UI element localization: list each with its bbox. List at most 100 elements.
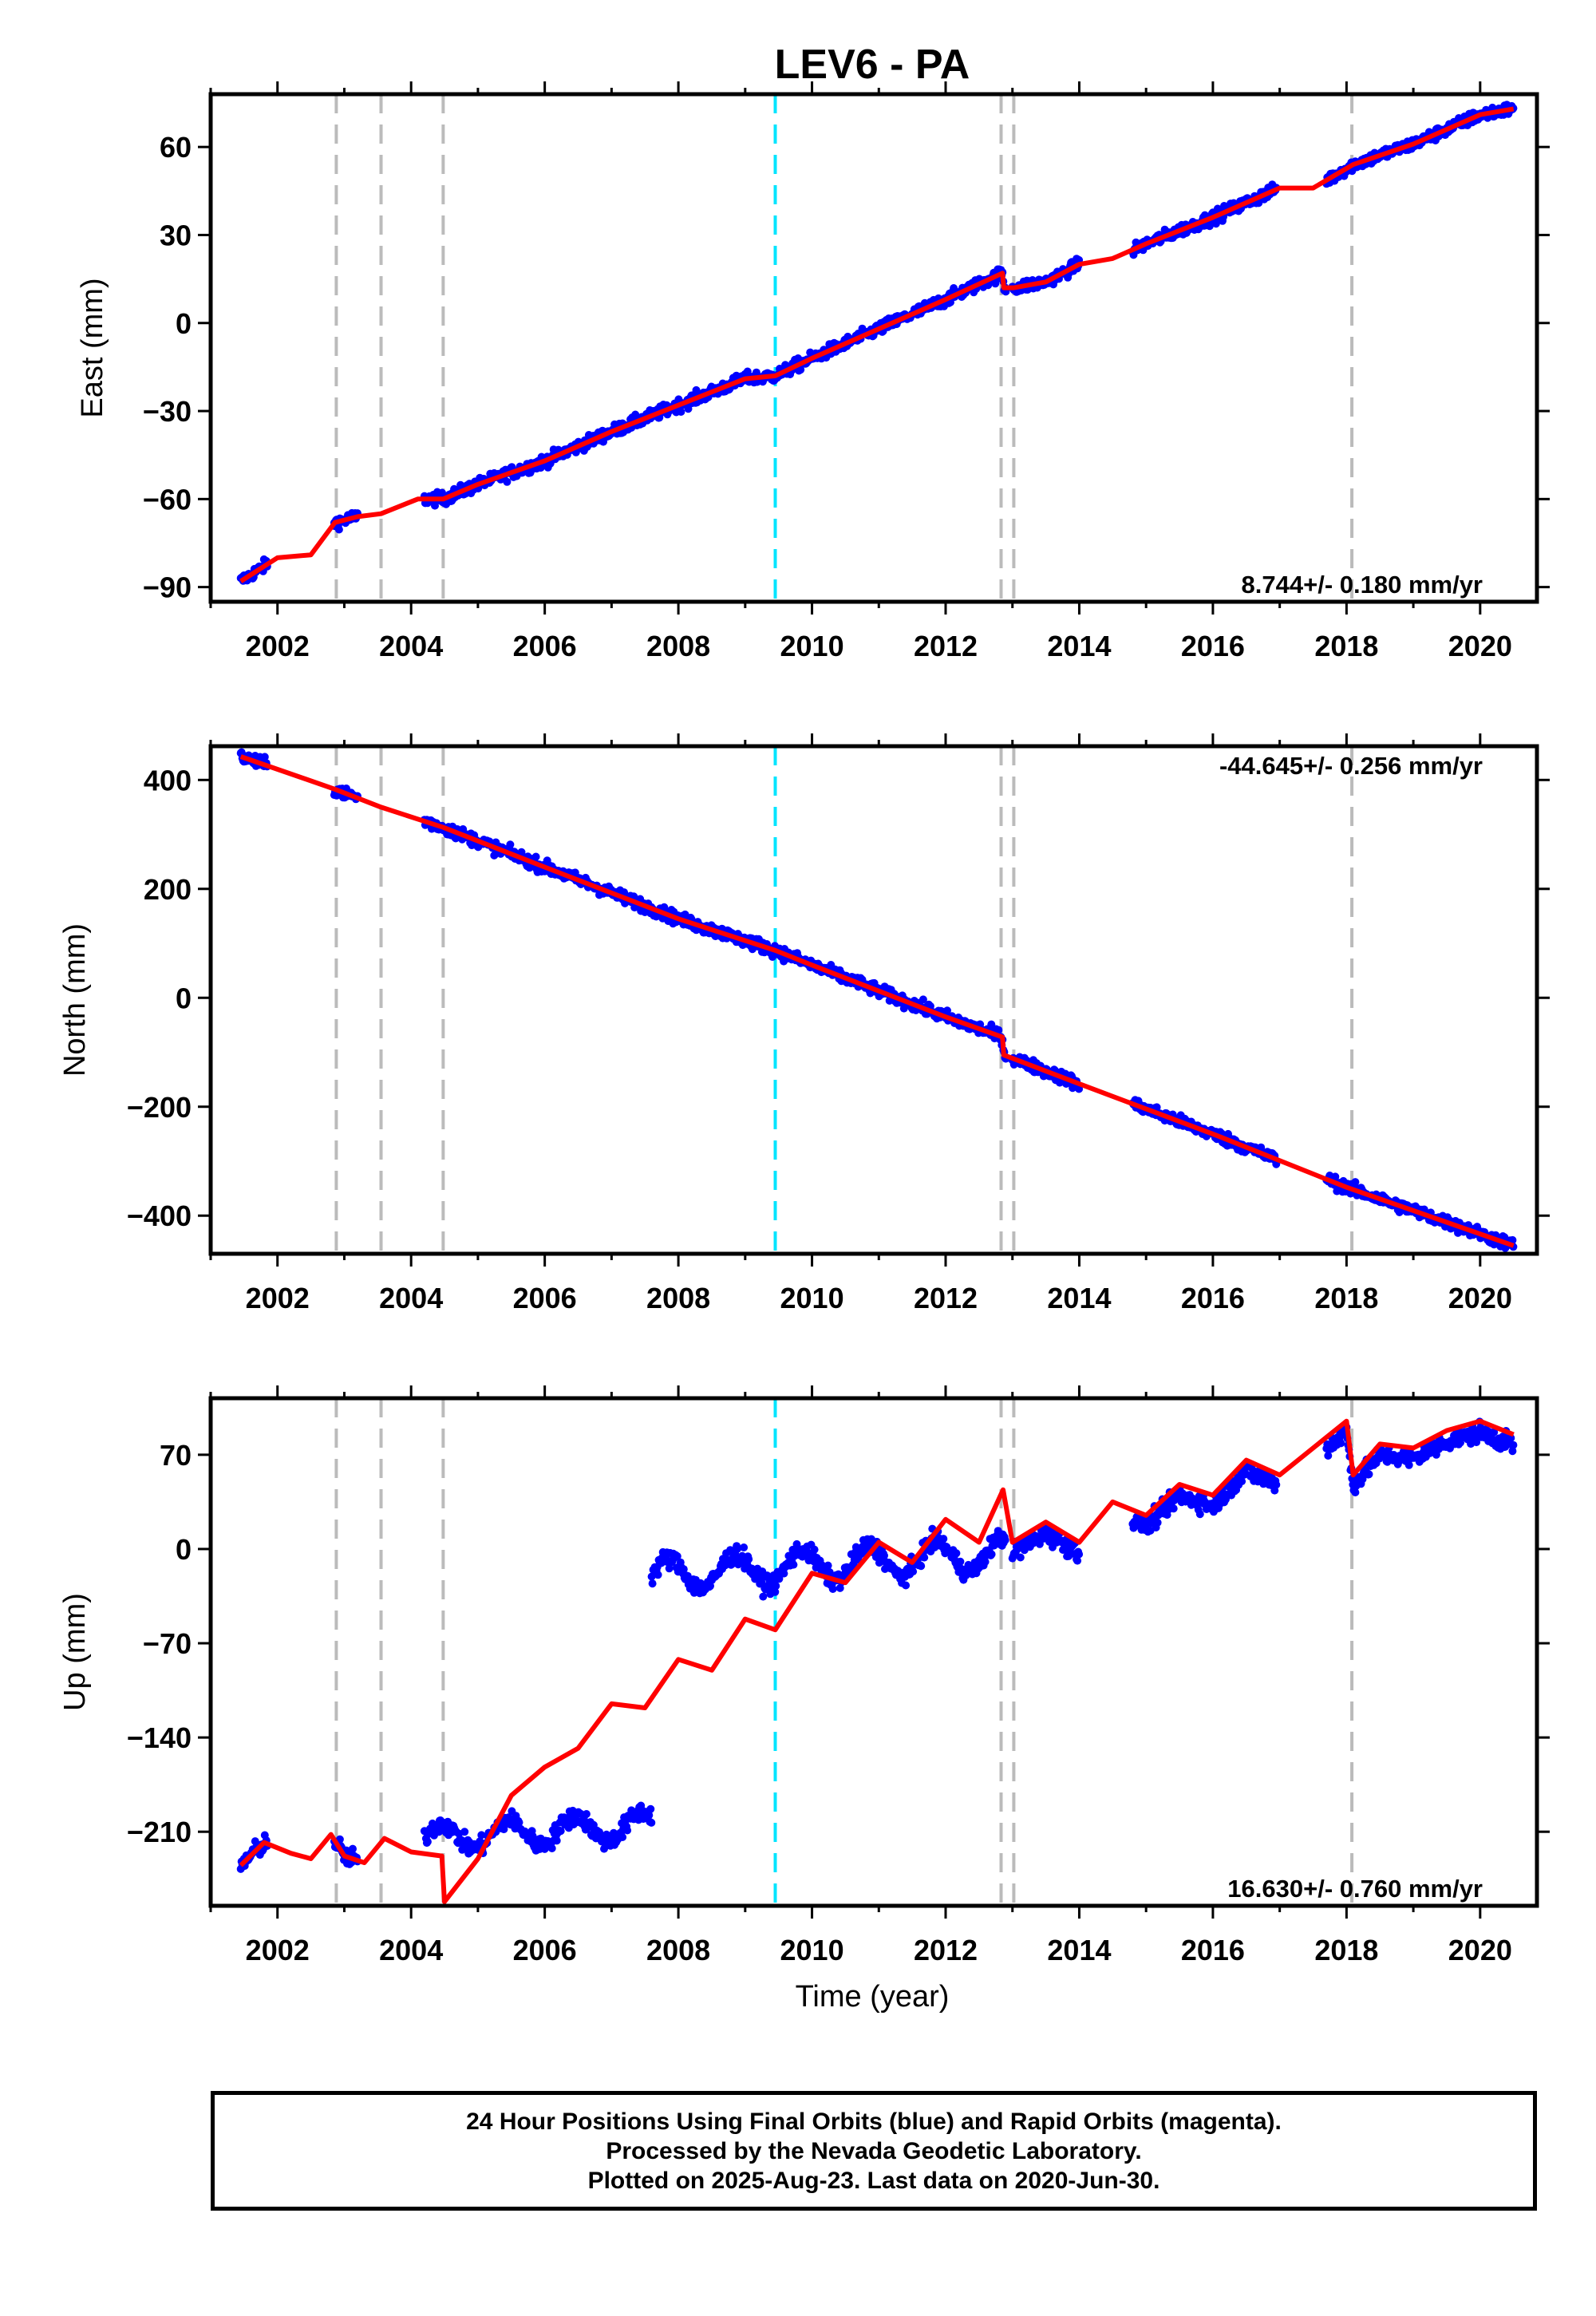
data-point bbox=[810, 1545, 819, 1554]
up-plot-area bbox=[236, 1398, 1518, 1906]
data-point bbox=[1205, 222, 1214, 231]
north-plot-area bbox=[236, 746, 1518, 1254]
data-point bbox=[789, 1560, 798, 1569]
data-point bbox=[1152, 1103, 1161, 1112]
y-tick-label: 0 bbox=[176, 982, 192, 1014]
data-point bbox=[1035, 1539, 1044, 1548]
data-point bbox=[918, 995, 927, 1004]
east-ylabel: East (mm) bbox=[76, 278, 109, 417]
data-point bbox=[824, 1561, 832, 1570]
data-point bbox=[1195, 1510, 1204, 1519]
data-point bbox=[1238, 1477, 1246, 1486]
y-tick-label: 0 bbox=[176, 307, 192, 340]
data-point bbox=[623, 1826, 632, 1835]
data-point bbox=[939, 1535, 948, 1543]
data-point bbox=[1016, 1553, 1025, 1562]
data-point bbox=[423, 1837, 432, 1846]
x-tick-label: 2006 bbox=[513, 630, 577, 662]
data-point bbox=[743, 367, 752, 376]
up-rate-label: 16.630+/- 0.760 mm/yr bbox=[1227, 1875, 1483, 1903]
x-tick-label: 2020 bbox=[1448, 1934, 1512, 1966]
x-tick-label: 2008 bbox=[646, 1934, 710, 1966]
data-point bbox=[909, 1567, 918, 1576]
x-tick-label: 2006 bbox=[513, 1934, 577, 1966]
data-point bbox=[828, 1585, 837, 1593]
data-point bbox=[1509, 1441, 1518, 1449]
data-point bbox=[1001, 1535, 1009, 1544]
x-tick-label: 2008 bbox=[646, 1282, 710, 1314]
data-point bbox=[677, 408, 685, 416]
data-point bbox=[334, 525, 343, 534]
x-tick-label: 2002 bbox=[246, 630, 310, 662]
x-tick-label: 2002 bbox=[246, 1282, 310, 1314]
data-point bbox=[552, 1836, 561, 1845]
data-point bbox=[880, 1551, 888, 1560]
north-model-line bbox=[239, 754, 1515, 1248]
north-ylabel: North (mm) bbox=[58, 923, 92, 1077]
north-panel: 2002 2004 2006 2008 2010 2012 2014 2016 2018 2020… bbox=[58, 733, 1550, 1314]
x-tick-label: 2012 bbox=[914, 630, 978, 662]
up-axes: 2002 2004 2006 2008 2010 2012 2014 2016 2018 2020… bbox=[127, 1385, 1550, 1966]
east-observations bbox=[236, 101, 1518, 585]
up-model-line bbox=[239, 1418, 1515, 1904]
data-point bbox=[665, 1564, 674, 1573]
footer-note: 24 Hour Positions Using Final Orbits (bl… bbox=[211, 2091, 1537, 2211]
up-ylabel: Up (mm) bbox=[58, 1593, 92, 1711]
data-point bbox=[1472, 1438, 1481, 1447]
x-tick-label: 2016 bbox=[1181, 1934, 1245, 1966]
data-point bbox=[1508, 1447, 1517, 1456]
data-point bbox=[1358, 1475, 1367, 1484]
data-point bbox=[646, 1804, 655, 1813]
north-rate-label: -44.645+/- 0.256 mm/yr bbox=[1219, 752, 1483, 780]
east-frame bbox=[208, 92, 1539, 604]
data-point bbox=[994, 1026, 1003, 1034]
x-tick-label: 2018 bbox=[1314, 1282, 1378, 1314]
data-point bbox=[917, 1562, 926, 1571]
y-tick-label: −200 bbox=[127, 1091, 192, 1124]
y-tick-label: −60 bbox=[143, 483, 192, 516]
north-frame bbox=[208, 744, 1539, 1256]
data-point bbox=[1490, 1428, 1499, 1437]
data-point bbox=[648, 1579, 657, 1588]
data-point bbox=[654, 1571, 662, 1579]
data-point bbox=[645, 1811, 654, 1820]
data-point bbox=[952, 1549, 961, 1558]
x-tick-label: 2006 bbox=[513, 1282, 577, 1314]
y-tick-label: −210 bbox=[127, 1816, 192, 1848]
y-tick-label: −90 bbox=[143, 571, 192, 604]
data-point bbox=[556, 1827, 565, 1836]
data-point bbox=[1351, 1488, 1360, 1496]
y-tick-label: −30 bbox=[143, 395, 192, 428]
data-point bbox=[920, 1553, 929, 1562]
east-plot-content bbox=[236, 94, 1518, 602]
x-tick-label: 2004 bbox=[379, 630, 443, 662]
up-panel: 2002 2004 2006 2008 2010 2012 2014 2016 2018 2020… bbox=[58, 1385, 1550, 1966]
x-tick-label: 2016 bbox=[1181, 1282, 1245, 1314]
data-point bbox=[679, 1565, 688, 1574]
up-plot-content bbox=[236, 1398, 1518, 1906]
x-tick-label: 2020 bbox=[1448, 1282, 1512, 1314]
data-point bbox=[1365, 1470, 1373, 1479]
data-point bbox=[477, 1831, 486, 1840]
data-point bbox=[1324, 1452, 1333, 1460]
x-tick-label: 2014 bbox=[1047, 1282, 1111, 1314]
footer-line-2: Processed by the Nevada Geodetic Laborat… bbox=[606, 2137, 1142, 2164]
data-point bbox=[673, 1552, 681, 1560]
data-point bbox=[506, 840, 515, 849]
footer-line-3: Plotted on 2025-Aug-23. Last data on 202… bbox=[587, 2167, 1160, 2194]
x-tick-label: 2016 bbox=[1181, 630, 1245, 662]
data-point bbox=[1169, 1504, 1178, 1513]
data-point bbox=[531, 852, 540, 861]
x-tick-label: 2020 bbox=[1448, 630, 1512, 662]
chart-title: LEV6 - PA bbox=[775, 41, 970, 88]
footer-line-1: 24 Hour Positions Using Final Orbits (bl… bbox=[466, 2108, 1282, 2135]
data-point bbox=[981, 1558, 990, 1566]
data-point bbox=[1073, 1556, 1082, 1565]
x-tick-label: 2002 bbox=[246, 1934, 310, 1966]
data-point bbox=[943, 1006, 951, 1015]
x-tick-label: 2012 bbox=[914, 1282, 978, 1314]
data-point bbox=[582, 1810, 591, 1818]
data-point bbox=[956, 1557, 965, 1566]
data-point bbox=[733, 1544, 742, 1553]
east-axes: 2002 2004 2006 2008 2010 2012 2014 2016 2018 2020… bbox=[143, 81, 1550, 662]
